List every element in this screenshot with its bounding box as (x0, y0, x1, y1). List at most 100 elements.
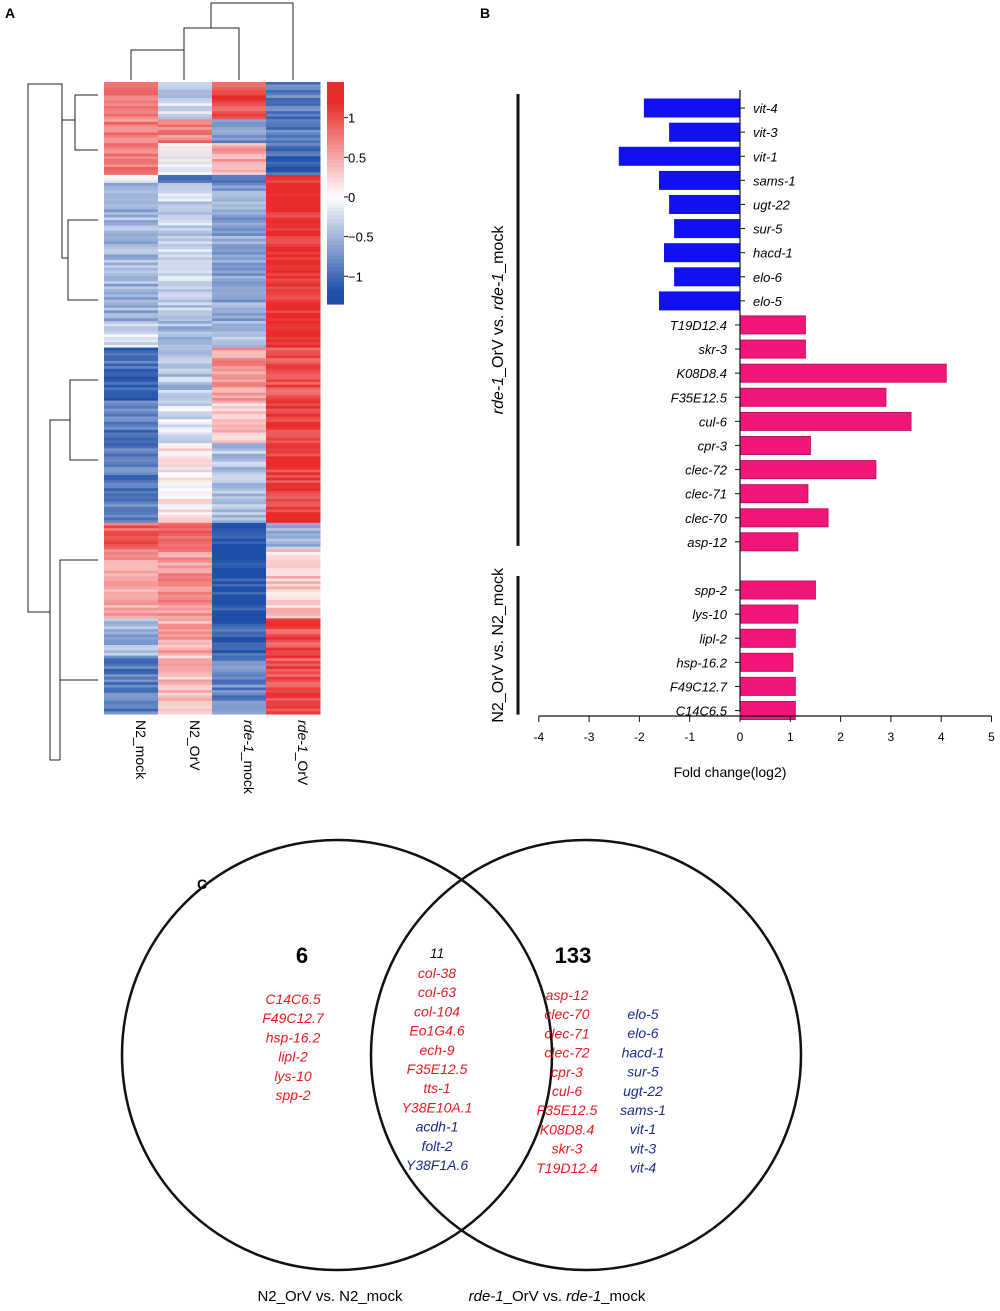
heatmap-cell (212, 684, 267, 688)
heatmap-cell (104, 180, 159, 184)
heatmap-cell (158, 605, 213, 609)
heatmap-cell (158, 613, 213, 617)
heatmap-cell (104, 504, 159, 508)
heatmap-cell (266, 387, 321, 391)
heatmap-cell (158, 206, 213, 210)
heatmap-cell (104, 522, 159, 526)
heatmap-cell (104, 289, 159, 293)
heatmap-cell (158, 575, 213, 580)
heatmap-cell (266, 347, 321, 351)
heatmap-cell (266, 520, 321, 524)
heatmap-cell (266, 437, 321, 441)
heatmap-cell (158, 350, 213, 354)
heatmap-cell (212, 658, 267, 662)
heatmap-cell (158, 305, 213, 309)
heatmap-cell (266, 376, 321, 380)
heatmap-cell (266, 220, 321, 224)
heatmap-cell (104, 190, 159, 195)
bar-K08D8.4 (739, 363, 947, 383)
heatmap-cell (266, 201, 321, 205)
heatmap-cell (104, 164, 159, 168)
heatmap-cell (212, 262, 267, 266)
heatmap-cell (266, 119, 321, 123)
heatmap-cell (266, 597, 321, 601)
heatmap-cell (104, 626, 159, 630)
heatmap-cell (266, 679, 321, 683)
heatmap-cell (158, 599, 213, 603)
colorbar-segment (327, 85, 344, 90)
heatmap-cell (104, 427, 159, 431)
heatmap-cell (212, 336, 267, 341)
colorbar-segment (327, 119, 344, 124)
heatmap-cell (212, 382, 267, 386)
heatmap-cell (158, 711, 213, 715)
heatmap-cell (158, 552, 213, 556)
heatmap-cell (266, 440, 321, 444)
heatmap-cell (158, 392, 213, 396)
heatmap-cell (212, 690, 267, 694)
heatmap-cell (266, 477, 321, 481)
heatmap-cell (104, 453, 159, 457)
heatmap-cell (104, 413, 159, 418)
heatmap-cell (212, 294, 267, 298)
heatmap-cell (158, 562, 213, 566)
heatmap-cell (104, 578, 159, 582)
heatmap-cell (158, 169, 213, 173)
heatmap-cell (212, 103, 267, 107)
heatmap-cell (212, 82, 267, 86)
heatmap-cell (104, 469, 159, 473)
heatmap-cell (158, 546, 213, 550)
heatmap-cell (212, 275, 267, 280)
heatmap-cell (266, 148, 321, 152)
heatmap-cell (212, 629, 267, 633)
heatmap-cell (104, 456, 159, 460)
colorbar-segment (327, 281, 344, 287)
heatmap-cell (266, 496, 321, 500)
heatmap-cell (104, 182, 159, 187)
heatmap-cell (266, 698, 321, 702)
heatmap-cell (212, 562, 267, 566)
heatmap-cell (266, 660, 321, 665)
heatmap-cell (158, 469, 213, 473)
heatmap-cell (158, 318, 213, 322)
heatmap-cell (212, 108, 267, 112)
heatmap-cell (266, 636, 321, 641)
heatmap-cell (104, 387, 159, 391)
heatmap-cell (158, 538, 213, 542)
heatmap-cell (266, 246, 321, 250)
heatmap-cell (212, 448, 267, 452)
heatmap-cell (266, 559, 321, 564)
colorbar-segment (327, 204, 344, 209)
heatmap-cell (212, 565, 267, 569)
heatmap-cell (158, 684, 213, 688)
heatmap-cell (158, 190, 213, 195)
heatmap-cell (104, 639, 159, 643)
heatmap-cell (104, 567, 159, 572)
heatmap-cell (212, 166, 267, 171)
heatmap-cell (266, 605, 321, 609)
colorbar-segment (327, 252, 344, 257)
heatmap-cell (104, 148, 159, 152)
heatmap-cell (158, 437, 213, 441)
heatmap-cell (266, 639, 321, 643)
heatmap-cell (266, 92, 321, 96)
heatmap-cell (266, 618, 321, 622)
heatmap-cell (212, 352, 267, 357)
heatmap-cell (266, 578, 321, 582)
heatmap-cell (158, 302, 213, 306)
heatmap-cell (104, 496, 159, 500)
heatmap-cell (104, 575, 159, 580)
heatmap-cell (266, 631, 321, 635)
heatmap-cell (104, 358, 159, 362)
heatmap-cell (104, 644, 159, 649)
heatmap-cell (212, 429, 267, 434)
heatmap-cell (104, 493, 159, 497)
heatmap-cell (212, 642, 267, 646)
heatmap-cell (104, 586, 159, 590)
heatmap-cell (212, 692, 267, 696)
heatmap-cell (212, 190, 267, 195)
heatmap-cell (158, 621, 213, 625)
heatmap-cell (158, 382, 213, 386)
heatmap-cell (104, 84, 159, 88)
x-tick-label: -1 (684, 730, 695, 744)
